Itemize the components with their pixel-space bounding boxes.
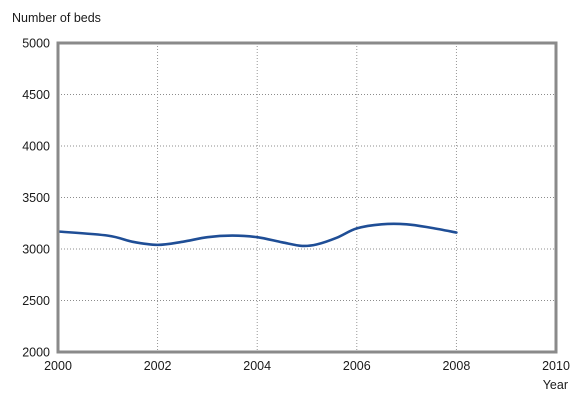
x-tick-label: 2006 <box>343 359 371 373</box>
y-tick-label: 4000 <box>22 140 50 154</box>
x-tick-label: 2010 <box>542 359 570 373</box>
x-tick-label: 2000 <box>44 359 72 373</box>
y-tick-label: 2000 <box>22 346 50 360</box>
x-tick-label: 2004 <box>243 359 271 373</box>
y-tick-label: 4500 <box>22 88 50 102</box>
gridlines <box>58 43 556 352</box>
y-tick-label: 2500 <box>22 294 50 308</box>
x-tick-label: 2008 <box>442 359 470 373</box>
y-axis-title: Number of beds <box>12 11 101 25</box>
series-line-0 <box>56 222 458 248</box>
y-tick-label: 3500 <box>22 191 50 205</box>
y-axis-ticks: 2000 2500 3000 3500 4000 4500 5000 <box>22 37 50 360</box>
plot-frame <box>56 41 558 354</box>
series-group <box>56 222 458 248</box>
y-tick-label: 5000 <box>22 37 50 51</box>
x-axis-ticks: 2000 2002 2004 2006 2008 2010 <box>44 359 570 373</box>
y-tick-label: 3000 <box>22 243 50 257</box>
x-tick-label: 2002 <box>144 359 172 373</box>
x-axis-title: Year <box>543 378 568 392</box>
